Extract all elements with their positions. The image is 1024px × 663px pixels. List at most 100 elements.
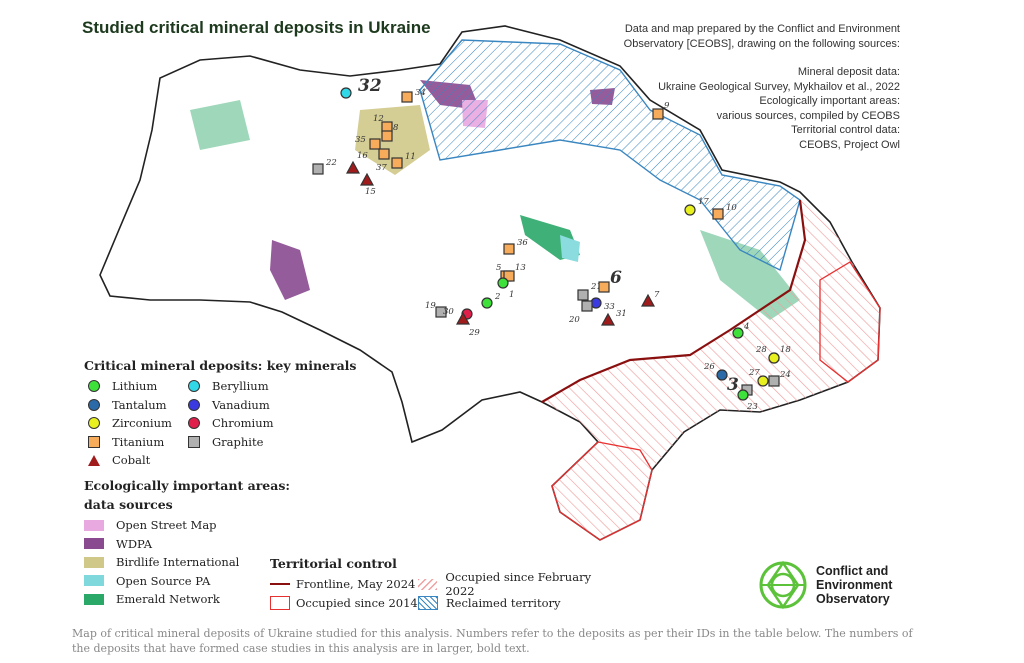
deposit-26[interactable]: 26 (703, 362, 728, 381)
deposit-label: 24 (779, 370, 791, 380)
lithium-marker[interactable] (737, 389, 749, 401)
deposit-34[interactable]: 34 (401, 88, 426, 103)
deposit-label: 7 (654, 290, 660, 300)
deposit-27[interactable]: 27 (748, 368, 769, 387)
deposit-label: 11 (405, 152, 416, 162)
lithium-marker[interactable] (732, 327, 744, 339)
deposit-20[interactable]: 20 (568, 300, 593, 325)
credit-line: various sources, compiled by CEOBS (716, 109, 900, 122)
legend-chromium: Chromium (184, 414, 294, 433)
titanium-marker[interactable] (378, 148, 390, 160)
deposit-label: 2 (494, 292, 500, 302)
deposit-label: 8 (393, 123, 399, 133)
titanium-marker[interactable] (503, 270, 515, 282)
beryllium-marker-icon (188, 380, 200, 393)
deposit-35[interactable]: 35 (355, 135, 381, 150)
lithium-marker[interactable] (497, 277, 509, 289)
deposit-31[interactable]: 31 (600, 309, 627, 326)
deposit-13[interactable]: 13 (503, 263, 526, 282)
deposit-18[interactable]: 18 (768, 345, 791, 364)
graphite-marker[interactable] (435, 306, 447, 318)
cobalt-marker[interactable] (600, 312, 616, 326)
deposit-6[interactable]: 6 (598, 268, 622, 293)
deposit-16[interactable]: 16 (345, 151, 368, 174)
credit-line: Mineral deposit data: (797, 66, 900, 78)
deposit-label: 15 (365, 187, 376, 197)
deposit-7[interactable]: 7 (640, 290, 660, 307)
vanadium-marker-icon (188, 398, 200, 411)
legend-zirconium: Zirconium (84, 414, 184, 433)
deposit-15[interactable]: 15 (359, 172, 376, 197)
deposit-22[interactable]: 22 (312, 158, 337, 175)
zirconium-marker[interactable] (757, 375, 769, 387)
cobalt-marker[interactable] (640, 293, 656, 307)
titanium-marker[interactable] (369, 138, 381, 150)
deposit-10[interactable]: 10 (712, 203, 737, 220)
legend-beryllium: Beryllium (184, 377, 294, 396)
cobalt-marker[interactable] (345, 160, 361, 174)
frontline (541, 199, 807, 403)
deposit-label: 1 (509, 290, 514, 300)
legend-heading: Territorial control (270, 556, 397, 571)
deposit-1[interactable]: 1 (497, 277, 514, 300)
deposit-label: 33 (604, 302, 615, 312)
deposit-label: 18 (780, 345, 791, 355)
deposit-2[interactable]: 2 (481, 292, 500, 309)
graphite-marker[interactable] (577, 289, 589, 301)
legend-cobalt: Cobalt (84, 451, 184, 470)
zirconium-marker[interactable] (768, 352, 780, 364)
legend-occupied-2022: Occupied since February 2022 (418, 570, 618, 598)
beryllium-marker[interactable] (340, 87, 352, 99)
deposit-24[interactable]: 24 (768, 370, 791, 387)
titanium-marker[interactable] (401, 91, 413, 103)
legend-subheading: data sources (84, 497, 173, 512)
cobalt-marker[interactable] (455, 311, 471, 325)
legend-osm: Open Street Map (84, 516, 290, 535)
deposit-label: 5 (496, 263, 501, 273)
legend-occupied-2014: Occupied since 2014 (270, 594, 418, 613)
titanium-marker[interactable] (712, 208, 724, 220)
deposit-23[interactable]: 23 (737, 389, 758, 412)
chromium-marker-icon (188, 417, 200, 430)
graphite-marker[interactable] (312, 163, 324, 175)
territory-legend: Territorial control Frontline, May 2024 … (270, 552, 618, 612)
deposit-label: 29 (468, 328, 480, 338)
zirconium-marker[interactable] (684, 204, 696, 216)
titanium-marker[interactable] (598, 281, 610, 293)
deposit-label: 28 (755, 345, 767, 355)
credit-line: Data and map prepared by the Conflict an… (624, 23, 900, 35)
deposit-4[interactable]: 4 (732, 322, 749, 339)
deposit-label: 6 (610, 268, 622, 288)
deposit-label: 26 (703, 362, 715, 372)
deposit-29[interactable]: 29 (455, 311, 480, 338)
deposit-label: 9 (664, 101, 670, 111)
credit-line: Ecologically important areas: (759, 95, 900, 107)
occupied-since-2022 (542, 200, 880, 540)
cobalt-marker[interactable] (359, 172, 375, 186)
titanium-marker[interactable] (391, 157, 403, 169)
deposit-19[interactable]: 19 (425, 301, 447, 318)
deposit-36[interactable]: 36 (503, 238, 528, 255)
deposit-32[interactable]: 32 (340, 76, 382, 99)
deposit-8[interactable]: 8 (381, 123, 399, 142)
deposit-label: 19 (425, 301, 436, 311)
deposit-37[interactable]: 37 (376, 148, 390, 173)
deposit-17[interactable]: 17 (684, 197, 709, 216)
titanium-marker[interactable] (652, 108, 664, 120)
lithium-marker-icon (88, 380, 100, 393)
deposit-9[interactable]: 9 (652, 101, 670, 120)
graphite-marker[interactable] (581, 300, 593, 312)
titanium-marker[interactable] (503, 243, 515, 255)
deposit-11[interactable]: 11 (391, 152, 416, 169)
legend-tantalum: Tantalum (84, 396, 184, 415)
legend-lithium: Lithium (84, 377, 184, 396)
lithium-marker[interactable] (481, 297, 493, 309)
deposit-label: 36 (517, 238, 528, 248)
tantalum-marker[interactable] (716, 369, 728, 381)
deposit-21[interactable]: 21 (577, 282, 602, 301)
credit-line: Observatory [CEOBS], drawing on the foll… (623, 37, 900, 50)
titanium-marker[interactable] (381, 130, 393, 142)
legend-wdpa: WDPA (84, 535, 290, 554)
graphite-marker[interactable] (768, 375, 780, 387)
deposit-label: 37 (376, 163, 387, 173)
